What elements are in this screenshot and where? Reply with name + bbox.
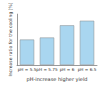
svg-text:pH = 6: pH = 6 <box>60 67 75 72</box>
svg-text:Increase ratio for the cooling: Increase ratio for the cooling [%] <box>8 2 13 76</box>
svg-text:pH = 5.5: pH = 5.5 <box>18 67 37 72</box>
svg-text:pH = 5.75: pH = 5.75 <box>36 67 58 72</box>
svg-text:pH-increase higher yield: pH-increase higher yield <box>26 76 87 83</box>
svg-text:pH = 6.5: pH = 6.5 <box>78 67 97 72</box>
